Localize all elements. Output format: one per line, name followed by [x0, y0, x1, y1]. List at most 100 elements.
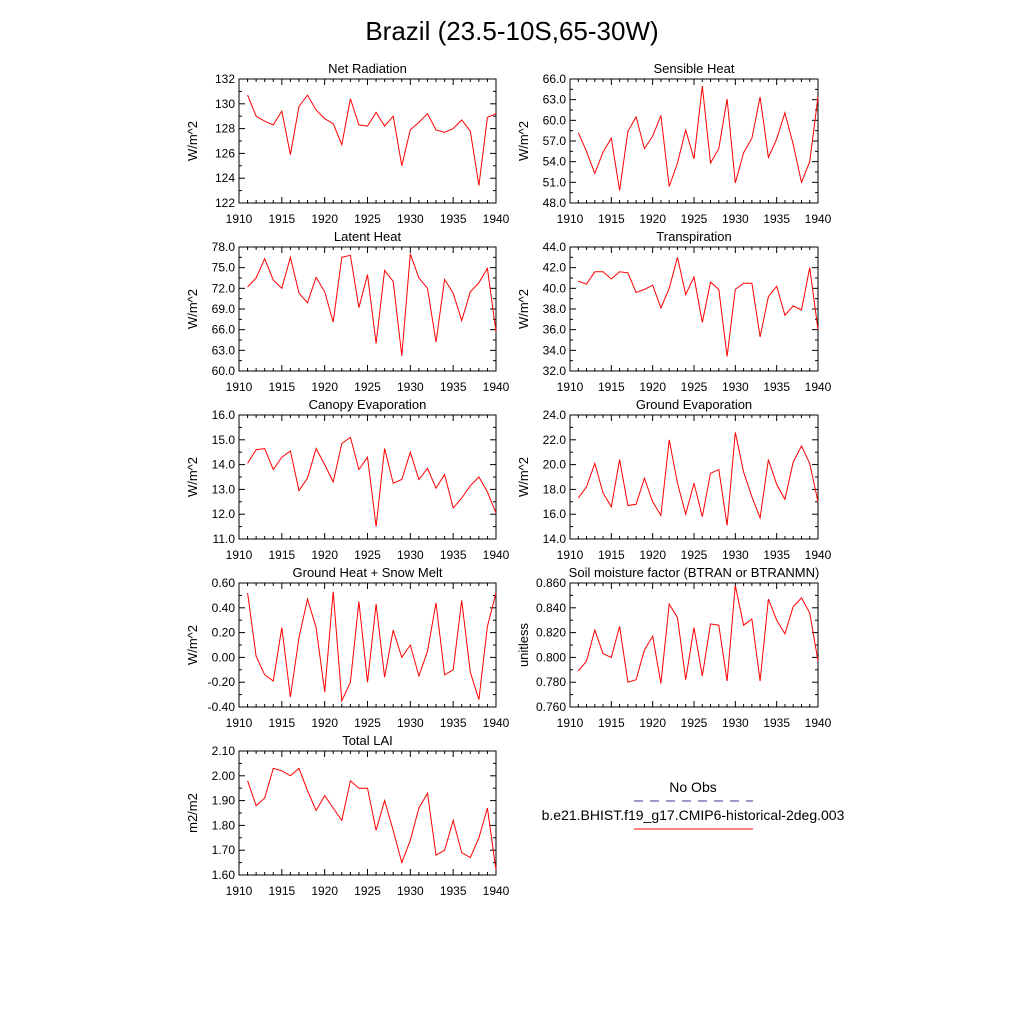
y-tick-label: 0.780 — [536, 675, 566, 689]
y-tick-label: -0.20 — [208, 675, 236, 689]
y-tick-label: 75.0 — [212, 261, 236, 275]
y-tick-label: 54.0 — [543, 155, 567, 169]
y-axis-label: unitless — [516, 622, 531, 667]
x-tick-label: 1925 — [354, 884, 381, 898]
y-tick-label: 11.0 — [213, 532, 236, 546]
panel-title: Transpiration — [656, 229, 731, 244]
x-tick-label: 1910 — [226, 884, 253, 898]
y-tick-label: 48.0 — [543, 196, 567, 210]
x-tick-label: 1930 — [397, 548, 424, 562]
x-tick-label: 1930 — [722, 212, 749, 226]
x-tick-label: 1940 — [483, 716, 510, 730]
plot-frame — [238, 582, 497, 708]
x-tick-label: 1930 — [397, 380, 424, 394]
x-tick-label: 1930 — [397, 212, 424, 226]
panel-title: Sensible Heat — [654, 61, 735, 76]
y-tick-label: 78.0 — [212, 240, 236, 254]
x-tick-label: 1940 — [805, 716, 832, 730]
x-tick-label: 1930 — [722, 380, 749, 394]
plot-frame — [238, 246, 497, 372]
y-tick-label: 34.0 — [543, 343, 567, 357]
panels-group: Net Radiation 122 124 126 128 130 132 1910 1915 1… — [185, 61, 832, 898]
y-tick-label: 42.0 — [543, 261, 567, 275]
y-tick-label: 16.0 — [212, 408, 236, 422]
panel-soil-moisture-factor-btran-or-btranmn: Soil moisture factor (BTRAN or BTRANMN) 0… — [516, 565, 832, 730]
series-line-total-lai — [247, 767, 497, 871]
panel-ground-evaporation: Ground Evaporation 14.0 16.0 18.0 20.0 22.0 24… — [516, 397, 832, 562]
x-tick-label: 1940 — [483, 548, 510, 562]
x-tick-label: 1935 — [440, 548, 467, 562]
panel-latent-heat: Latent Heat 60.0 63.0 66.0 69.0 72.0 75.0 78.0 1… — [185, 229, 510, 394]
x-tick-label: 1920 — [311, 212, 338, 226]
x-tick-label: 1935 — [440, 380, 467, 394]
y-axis-label: W/m^2 — [185, 625, 200, 665]
x-tick-label: 1920 — [311, 716, 338, 730]
panel-title: Net Radiation — [328, 61, 407, 76]
y-tick-label: 1.70 — [212, 843, 236, 857]
x-tick-label: 1940 — [483, 380, 510, 394]
x-tick-label: 1910 — [557, 716, 584, 730]
x-tick-label: 1935 — [440, 884, 467, 898]
x-tick-label: 1915 — [268, 380, 295, 394]
y-tick-label: 0.800 — [536, 650, 566, 664]
y-tick-label: 1.80 — [212, 818, 236, 832]
y-tick-label: 20.0 — [543, 458, 567, 472]
x-tick-label: 1935 — [763, 212, 790, 226]
legend-label-model: b.e21.BHIST.f19_g17.CMIP6-historical-2de… — [542, 807, 845, 823]
y-tick-label: 32.0 — [543, 364, 567, 378]
x-tick-label: 1935 — [763, 548, 790, 562]
plot-frame — [238, 78, 497, 204]
x-tick-label: 1940 — [483, 884, 510, 898]
y-tick-label: 51.0 — [543, 175, 567, 189]
x-tick-label: 1920 — [639, 716, 666, 730]
x-tick-label: 1910 — [557, 380, 584, 394]
y-tick-label: 69.0 — [212, 302, 236, 316]
y-tick-label: 126 — [215, 146, 235, 160]
y-tick-label: 14.0 — [212, 458, 236, 472]
y-tick-label: 16.0 — [543, 507, 567, 521]
x-tick-label: 1920 — [639, 548, 666, 562]
y-axis-label: W/m^2 — [185, 121, 200, 161]
x-tick-label: 1925 — [681, 548, 708, 562]
x-tick-label: 1935 — [440, 716, 467, 730]
x-tick-label: 1940 — [483, 212, 510, 226]
x-tick-label: 1940 — [805, 548, 832, 562]
x-tick-label: 1925 — [354, 380, 381, 394]
x-tick-label: 1930 — [397, 716, 424, 730]
panel-title: Latent Heat — [334, 229, 402, 244]
y-tick-label: 66.0 — [543, 72, 567, 86]
y-tick-label: 13.0 — [212, 482, 236, 496]
y-axis-label: W/m^2 — [516, 289, 531, 329]
x-tick-label: 1925 — [681, 380, 708, 394]
panel-title: Soil moisture factor (BTRAN or BTRANMN) — [569, 565, 820, 580]
y-axis-label: W/m^2 — [185, 289, 200, 329]
x-tick-label: 1940 — [805, 380, 832, 394]
x-tick-label: 1925 — [354, 716, 381, 730]
x-tick-label: 1910 — [557, 212, 584, 226]
panel-total-lai: Total LAI 1.60 1.70 1.80 1.90 2.00 2.10 1910 191… — [185, 733, 510, 898]
y-tick-label: 132 — [215, 72, 235, 86]
y-tick-label: 44.0 — [543, 240, 567, 254]
panel-title: Ground Evaporation — [636, 397, 752, 412]
y-tick-label: 60.0 — [543, 113, 567, 127]
y-tick-label: 0.20 — [212, 626, 236, 640]
x-tick-label: 1915 — [268, 716, 295, 730]
y-tick-label: 0.00 — [212, 650, 236, 664]
y-tick-label: 0.760 — [536, 700, 566, 714]
x-tick-label: 1910 — [226, 548, 253, 562]
series-line-soil-moisture-factor-btran-or-btranmn — [577, 585, 819, 684]
x-tick-label: 1915 — [268, 548, 295, 562]
x-tick-label: 1915 — [268, 212, 295, 226]
panel-transpiration: Transpiration 32.0 34.0 36.0 38.0 40.0 42.0 44.… — [516, 229, 832, 394]
y-axis-label: m2/m2 — [185, 793, 200, 833]
x-tick-label: 1915 — [598, 548, 625, 562]
x-tick-label: 1925 — [354, 212, 381, 226]
x-tick-label: 1915 — [268, 884, 295, 898]
x-tick-label: 1915 — [598, 716, 625, 730]
panel-title: Canopy Evaporation — [309, 397, 427, 412]
y-tick-label: 124 — [215, 171, 235, 185]
x-tick-label: 1920 — [311, 884, 338, 898]
x-tick-label: 1925 — [354, 548, 381, 562]
x-tick-label: 1910 — [226, 212, 253, 226]
